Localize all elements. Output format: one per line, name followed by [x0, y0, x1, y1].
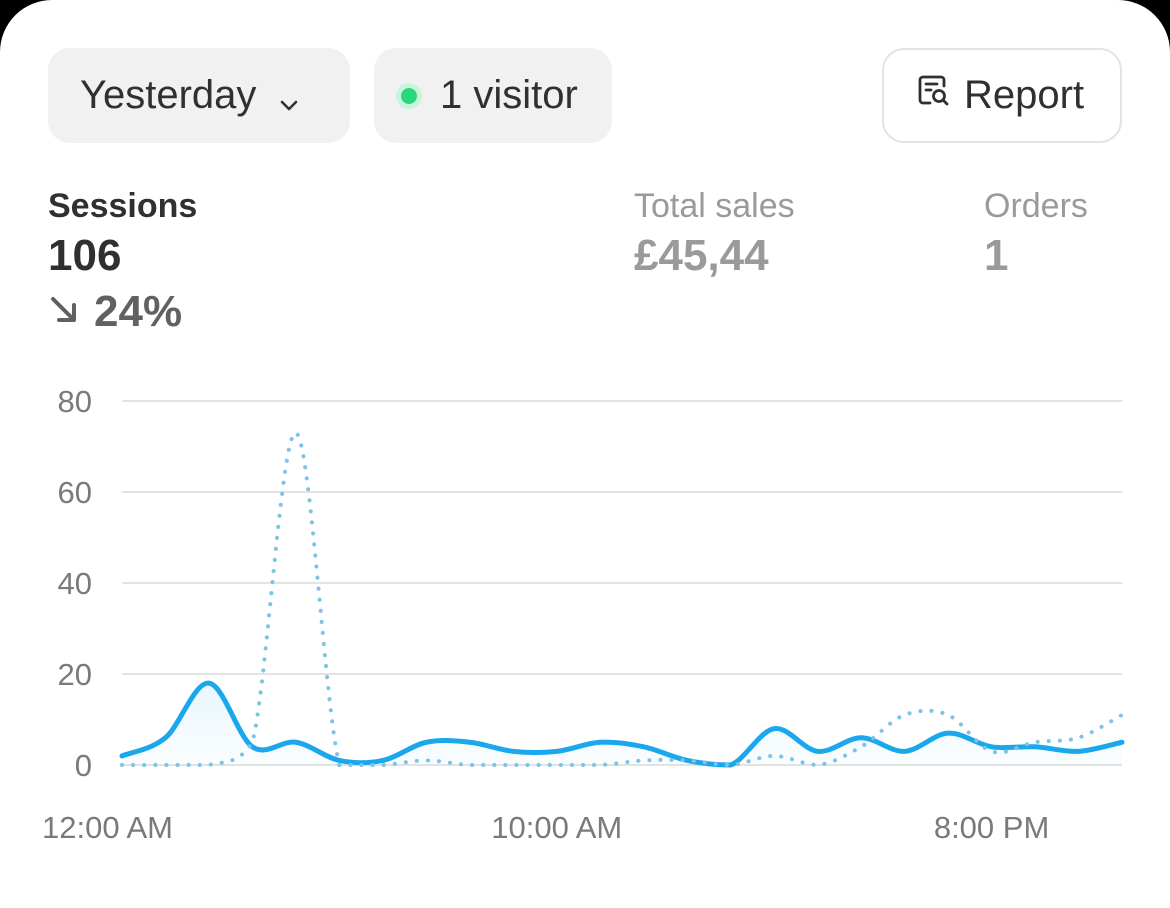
date-range-label: Yesterday: [80, 73, 257, 117]
report-button[interactable]: Report: [882, 48, 1122, 143]
metric-sessions[interactable]: Sessions 106 24%: [48, 185, 197, 337]
series-line-current: [119, 680, 1125, 768]
metric-sessions-change-value: 24%: [94, 287, 183, 336]
x-tick-label: 12:00 AM: [42, 810, 173, 845]
metric-orders-label: Orders: [984, 187, 1088, 225]
arrow-down-right-icon: [48, 287, 94, 337]
live-visitors-badge[interactable]: 1 visitor: [374, 48, 612, 143]
y-tick-label: 60: [58, 475, 92, 510]
chevron-down-icon: [276, 83, 302, 110]
sessions-chart: 0 20 40 60 80 12:00 AM 10:00 AM 8:00 PM: [42, 384, 1125, 845]
metric-sessions-label: Sessions: [48, 187, 198, 225]
report-search-icon: [916, 73, 964, 119]
y-tick-label: 80: [58, 384, 92, 419]
metric-sessions-value: 106: [48, 231, 122, 280]
series-line-comparison: [120, 430, 1124, 768]
y-tick-label: 40: [58, 566, 92, 601]
series-area: [122, 683, 1122, 765]
metric-total-sales[interactable]: Total sales £45,44: [634, 185, 795, 285]
metric-total-sales-value: £45,44: [634, 231, 769, 280]
live-dot-icon: [396, 82, 422, 109]
metric-total-sales-label: Total sales: [634, 187, 795, 225]
metric-orders-value: 1: [984, 231, 1009, 280]
x-tick-label: 10:00 AM: [491, 810, 622, 845]
metric-sessions-change: 24%: [48, 287, 197, 337]
report-label: Report: [964, 73, 1085, 117]
y-tick-label: 0: [75, 748, 92, 783]
y-tick-label: 20: [58, 657, 92, 692]
metric-orders[interactable]: Orders 1: [984, 185, 1088, 285]
date-range-selector[interactable]: Yesterday: [48, 48, 350, 143]
live-visitors-label: 1 visitor: [440, 73, 578, 117]
x-tick-label: 8:00 PM: [934, 810, 1049, 845]
